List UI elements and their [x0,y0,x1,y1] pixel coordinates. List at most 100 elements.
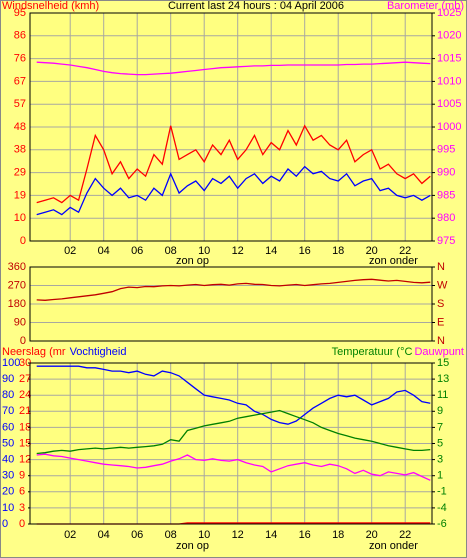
x-tick-label: 20 [366,245,378,257]
y2-tick-label: -1 [437,486,447,498]
y-tick-label: 0 [2,518,8,530]
y2-tick-label: 7 [437,421,443,433]
y2-tick-label: N [437,335,445,347]
x-tick-label: 06 [131,529,143,541]
legend-entry: Vochtigheid [70,346,127,358]
y2-tick-label: 1005 [437,98,461,110]
y2-tick-label: 15 [437,357,449,369]
y3-tick-label: 3 [19,502,25,514]
y2-tick-label: 9 [437,405,443,417]
series-line [36,165,431,216]
legend-entry: Temperatuur (°C [332,346,413,358]
x-tick-label: 02 [64,529,76,541]
y-tick-label: 86 [14,30,26,42]
y-tick-label: 48 [14,121,26,133]
x-tick-label: 10 [198,529,210,541]
y-tick-label: 10 [14,212,26,224]
y-tick-label: 57 [14,98,26,110]
plot-border [29,12,433,242]
y2-tick-label: 11 [437,389,448,401]
series-line [36,124,431,204]
y3-tick-label: 6 [19,486,25,498]
y-tick-label: 19 [14,189,26,201]
y2-tick-label: 5 [437,437,443,449]
series-line [36,453,431,481]
y3-tick-label: 0 [19,518,25,530]
annotation: zon onder [369,255,418,267]
y2-tick-label: 1020 [437,30,461,42]
x-tick-label: 16 [299,245,311,257]
x-tick-label: 02 [64,245,76,257]
y-tick-label: 40 [2,454,14,466]
x-tick-label: 20 [366,529,378,541]
series-line [36,409,431,455]
plot-border [29,266,433,342]
y2-tick-label: S [437,298,444,310]
y-tick-label: 29 [14,167,26,179]
y-tick-label: 360 [8,261,26,273]
x-tick-label: 04 [98,529,110,541]
annotation: zon op [176,540,209,552]
y2-tick-label: 1015 [437,53,461,65]
y-tick-label: 38 [14,144,26,156]
y-tick-label: 90 [14,316,26,328]
annotation: zon onder [369,540,418,552]
y3-tick-label: 9 [19,470,25,482]
x-tick-label: 08 [165,529,177,541]
x-tick-label: 14 [265,529,277,541]
y2-tick-label: -6 [437,518,447,530]
y3-tick-label: 27 [19,373,31,385]
y-tick-label: 10 [2,502,14,514]
x-tick-label: 04 [98,245,110,257]
x-tick-label: 14 [265,245,277,257]
chart-title: Current last 24 hours : 04 April 2006 [168,0,344,12]
y2-tick-label: N [437,261,445,273]
plot-border [29,362,433,525]
y2-tick-label: W [437,279,448,291]
y-tick-label: 80 [2,389,14,401]
y2-tick-label: 1010 [437,75,461,87]
y-tick-label: 95 [14,7,26,19]
y2-tick-label: 980 [437,212,455,224]
y-tick-label: 20 [2,486,14,498]
y2-tick-label: 975 [437,235,455,247]
x-tick-label: 18 [332,245,344,257]
y2-tick-label: E [437,316,444,328]
y-tick-label: 180 [8,298,26,310]
y-tick-label: 50 [2,437,14,449]
y3-tick-label: 21 [19,405,31,417]
annotation: zon op [176,255,209,267]
x-tick-label: 16 [299,529,311,541]
x-tick-label: 08 [165,245,177,257]
x-tick-label: 10 [198,245,210,257]
legend-entry: Neerslag (mr [2,346,66,358]
y-tick-label: 60 [2,421,14,433]
y-tick-label: 70 [2,405,14,417]
y2-tick-label: 1 [437,470,443,482]
x-tick-label: 12 [232,245,244,257]
legend-entry: Barometer (mb) [387,0,464,12]
x-tick-label: 18 [332,529,344,541]
y2-tick-label: 1000 [437,121,461,133]
y3-tick-label: 24 [19,389,31,401]
y2-tick-label: 1025 [437,7,461,19]
y2-tick-label: -4 [437,502,447,514]
y-tick-label: 67 [14,75,26,87]
y-tick-label: 270 [8,279,26,291]
y3-tick-label: 15 [19,437,31,449]
y-tick-label: 76 [14,53,26,65]
y-tick-label: 0 [20,335,26,347]
y-tick-label: 100 [2,357,20,369]
y2-tick-label: 985 [437,189,455,201]
y-tick-label: 0 [20,235,26,247]
y-tick-label: 30 [2,470,14,482]
y-tick-label: 90 [2,373,14,385]
x-tick-label: 22 [399,245,411,257]
y3-tick-label: 12 [19,454,31,466]
series-line [36,61,431,76]
y2-tick-label: 13 [437,373,449,385]
legend-entry: Dauwpunt [414,346,464,358]
series-line [36,365,431,425]
